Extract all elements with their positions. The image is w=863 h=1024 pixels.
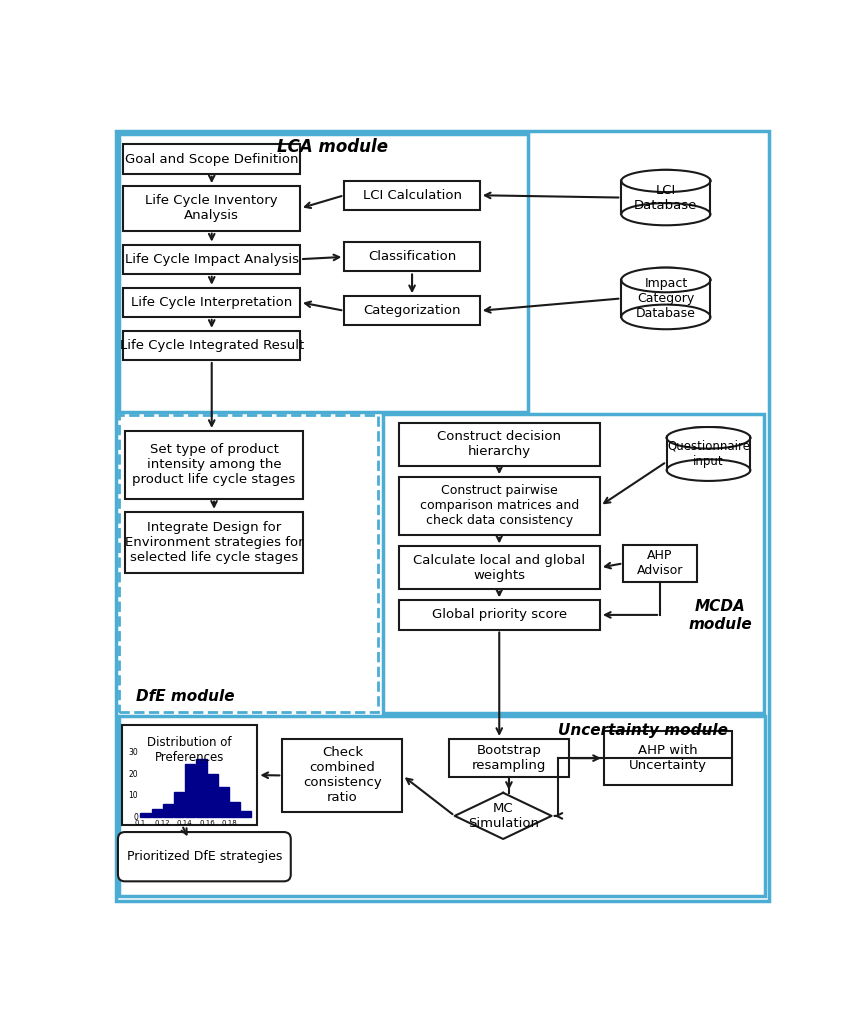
Text: Check
combined
consistency
ratio: Check combined consistency ratio — [303, 746, 381, 805]
Bar — [344, 243, 480, 271]
Bar — [399, 423, 600, 466]
Bar — [282, 739, 402, 812]
Text: DfE module: DfE module — [135, 689, 235, 705]
Bar — [141, 813, 151, 817]
Bar — [119, 134, 528, 413]
Bar — [344, 296, 480, 326]
Bar — [185, 764, 195, 817]
Bar — [666, 427, 750, 438]
Text: 0.1: 0.1 — [135, 820, 146, 825]
Text: Life Cycle Inventory
Analysis: Life Cycle Inventory Analysis — [145, 195, 278, 222]
Text: Calculate local and global
weights: Calculate local and global weights — [413, 554, 585, 582]
Bar — [621, 181, 710, 214]
Bar — [125, 431, 303, 499]
Bar — [621, 169, 710, 181]
Bar — [666, 438, 750, 470]
Text: MCDA
module: MCDA module — [689, 599, 752, 632]
Bar — [123, 144, 300, 174]
Ellipse shape — [621, 267, 710, 292]
Text: LCI
Database: LCI Database — [634, 183, 697, 212]
Ellipse shape — [666, 427, 750, 449]
Text: Classification: Classification — [368, 250, 457, 263]
Bar — [344, 180, 480, 210]
Bar — [123, 245, 300, 273]
Text: MC
Simulation: MC Simulation — [468, 802, 539, 829]
Text: Life Cycle Impact Analysis: Life Cycle Impact Analysis — [125, 253, 299, 265]
Bar — [125, 512, 303, 573]
Bar — [240, 811, 251, 817]
Text: Questionnaire
input: Questionnaire input — [667, 440, 750, 468]
Bar — [123, 331, 300, 360]
Text: Life Cycle Integrated Result: Life Cycle Integrated Result — [120, 339, 304, 352]
Text: AHP with
Uncertainty: AHP with Uncertainty — [629, 744, 707, 772]
Bar — [399, 477, 600, 535]
Ellipse shape — [621, 203, 710, 225]
Bar — [383, 414, 765, 713]
Text: Integrate Design for
Environment strategies for
selected life cycle stages: Integrate Design for Environment strateg… — [125, 521, 304, 564]
Text: 0.16: 0.16 — [199, 820, 215, 825]
Bar — [123, 186, 300, 230]
Text: AHP
Advisor: AHP Advisor — [637, 549, 683, 578]
Text: 0.12: 0.12 — [154, 820, 170, 825]
Ellipse shape — [666, 460, 750, 481]
Text: 0.14: 0.14 — [177, 820, 192, 825]
Text: Bootstrap
resampling: Bootstrap resampling — [472, 744, 546, 772]
Bar — [399, 600, 600, 630]
Bar — [173, 792, 185, 817]
Bar — [399, 547, 600, 589]
Bar — [604, 731, 732, 785]
Text: 20: 20 — [129, 770, 138, 779]
Text: LCA module: LCA module — [277, 138, 388, 157]
Text: Distribution of
Preferences: Distribution of Preferences — [148, 736, 232, 764]
Text: Categorization: Categorization — [363, 304, 461, 317]
Bar — [122, 725, 257, 825]
Bar — [621, 267, 710, 281]
Bar — [623, 545, 697, 582]
Text: Prioritized DfE strategies: Prioritized DfE strategies — [127, 850, 282, 863]
Text: Set type of product
intensity among the
product life cycle stages: Set type of product intensity among the … — [132, 443, 296, 486]
Text: Life Cycle Interpretation: Life Cycle Interpretation — [131, 296, 293, 309]
Bar — [123, 288, 300, 316]
Bar — [162, 805, 173, 817]
Bar — [218, 787, 229, 817]
Text: Construct decision
hierarchy: Construct decision hierarchy — [438, 430, 561, 459]
Text: Construct pairwise
comparison matrices and
check data consistency: Construct pairwise comparison matrices a… — [419, 484, 579, 527]
Bar — [196, 759, 206, 817]
Text: 10: 10 — [129, 792, 138, 801]
Bar — [119, 716, 765, 896]
FancyBboxPatch shape — [118, 833, 291, 882]
Text: Uncertainty module: Uncertainty module — [557, 724, 728, 738]
Text: 0: 0 — [133, 813, 138, 822]
Bar — [229, 803, 240, 817]
Text: LCI Calculation: LCI Calculation — [362, 188, 462, 202]
Bar — [207, 774, 217, 817]
Ellipse shape — [621, 304, 710, 330]
Bar — [621, 280, 710, 316]
Text: Goal and Scope Definition: Goal and Scope Definition — [125, 153, 299, 166]
Ellipse shape — [621, 170, 710, 193]
Text: Global priority score: Global priority score — [432, 608, 567, 622]
Text: 0.18: 0.18 — [221, 820, 237, 825]
Text: 30: 30 — [129, 749, 138, 757]
Text: Impact
Category
Database: Impact Category Database — [636, 276, 696, 319]
Bar — [449, 739, 569, 777]
Bar — [119, 416, 378, 712]
Bar — [152, 809, 162, 817]
